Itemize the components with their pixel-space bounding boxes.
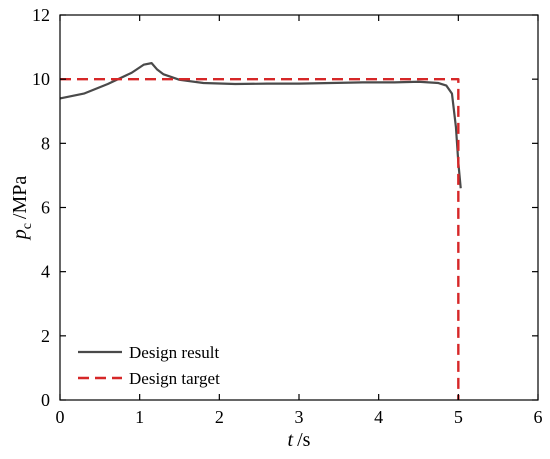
legend: Design result Design target <box>78 343 220 388</box>
series-line-design-target <box>60 77 460 400</box>
label-layer: t/s pc/MPa <box>9 176 311 451</box>
series-layer <box>59 62 462 400</box>
x-tick-label: 1 <box>135 407 144 427</box>
x-axis-symbol: t <box>288 429 294 451</box>
x-axis-unit: /s <box>297 429 311 451</box>
x-axis-label: t/s <box>288 429 311 451</box>
y-tick-label: 4 <box>41 262 50 282</box>
x-tick-label: 2 <box>215 407 224 427</box>
x-tick-label: 5 <box>454 407 463 427</box>
y-tick-label: 2 <box>41 326 50 346</box>
y-axis-label: pc/MPa <box>9 176 35 242</box>
y-tick-label: 10 <box>32 69 50 89</box>
y-tick-label: 8 <box>41 133 50 153</box>
y-axis-subscript: c <box>20 223 35 229</box>
y-tick-label: 6 <box>41 198 50 218</box>
y-axis-unit: /MPa <box>9 176 31 219</box>
legend-label-design-result: Design result <box>129 343 219 362</box>
series-line-design-result <box>59 62 462 189</box>
y-tick-label: 0 <box>41 390 50 410</box>
y-axis-symbol: p <box>9 229 31 241</box>
y-tick-label: 12 <box>32 5 50 25</box>
x-tick-label: 6 <box>534 407 543 427</box>
x-tick-label: 3 <box>295 407 304 427</box>
legend-label-design-target: Design target <box>129 369 220 388</box>
x-tick-label: 4 <box>374 407 383 427</box>
x-tick-label: 0 <box>56 407 65 427</box>
